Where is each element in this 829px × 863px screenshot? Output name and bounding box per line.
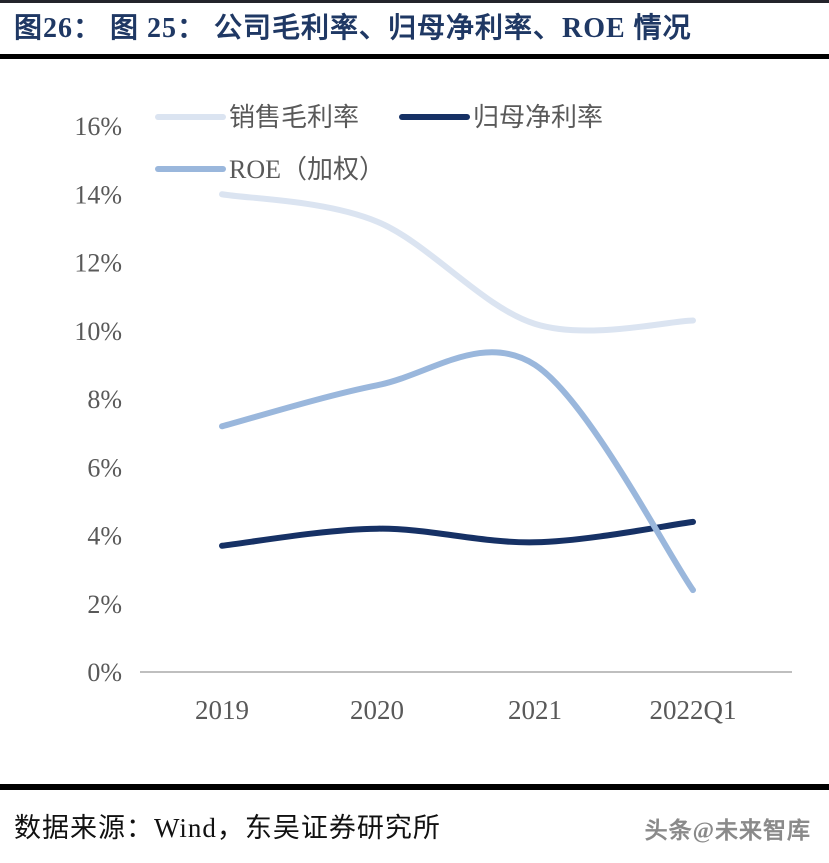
y-tick-label: 4%: [87, 522, 122, 551]
bottom-divider-rule: [0, 784, 829, 790]
legend-label-2: ROE（加权）: [229, 155, 385, 184]
y-tick-label: 10%: [74, 317, 122, 346]
x-tick-label: 2022Q1: [650, 695, 737, 725]
series-line-2: [219, 349, 696, 594]
x-tick-label: 2019: [195, 695, 249, 725]
title-divider-rule: [0, 54, 829, 59]
y-tick-label: 14%: [74, 180, 122, 209]
series-line-0: [219, 191, 696, 334]
footer: 数据来源：Wind，东吴证券研究所 头条@未来智库: [0, 790, 829, 845]
x-tick-label: 2021: [508, 695, 562, 725]
page-title: 图26： 图 25： 公司毛利率、归母净利率、ROE 情况: [14, 13, 692, 44]
watermark-text: 头条@未来智库: [644, 818, 811, 843]
series-line-1: [219, 518, 696, 549]
legend-label-1: 归母净利率: [473, 103, 603, 132]
y-tick-label: 16%: [74, 112, 122, 141]
source-text: 数据来源：Wind，东吴证券研究所: [14, 813, 441, 843]
legend-label-0: 销售毛利率: [229, 103, 359, 132]
y-tick-label: 6%: [87, 453, 122, 482]
y-tick-label: 0%: [87, 658, 122, 687]
y-tick-label: 2%: [87, 590, 122, 619]
chart-area: 16% 14% 12% 10% 8% 6% 4% 2% 0% 2019 2020 2021 2022Q1…: [0, 59, 829, 759]
y-tick-label: 12%: [74, 249, 122, 278]
x-tick-label: 2020: [350, 695, 404, 725]
top-border-rule: [0, 0, 829, 3]
line-chart: 16% 14% 12% 10% 8% 6% 4% 2% 0% 2019 2020 2021 2022Q1…: [74, 103, 792, 725]
figure-header: 图26： 图 25： 公司毛利率、归母净利率、ROE 情况: [0, 3, 829, 54]
y-tick-label: 8%: [87, 385, 122, 414]
